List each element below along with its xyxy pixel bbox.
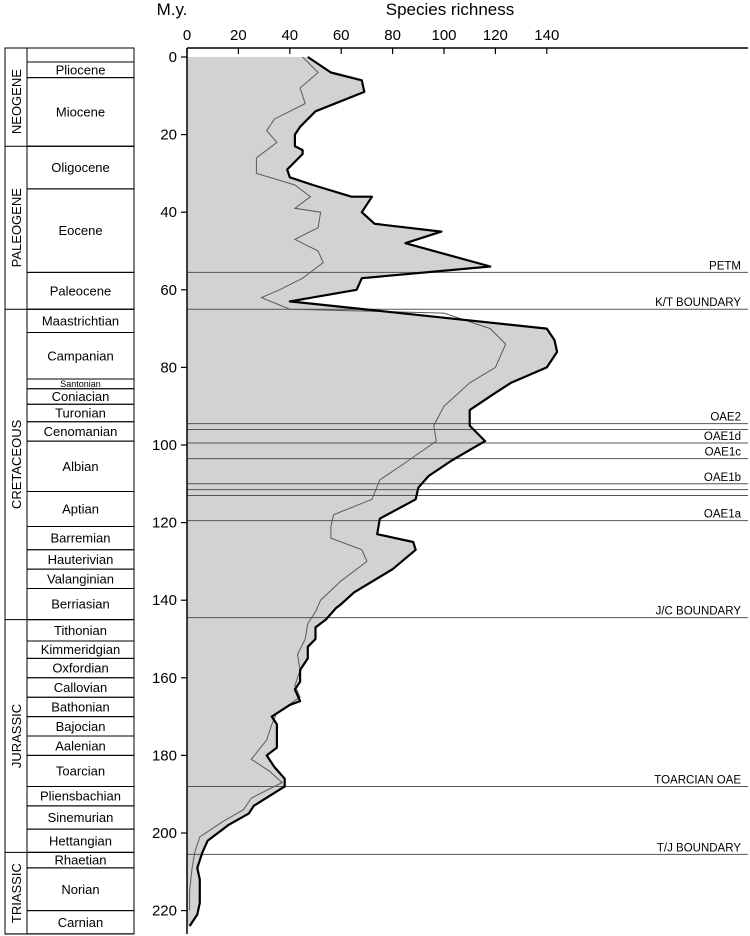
y-tick-label: 120 [152,515,177,532]
stage-label: Aalenian [55,738,106,753]
stage-label: Sinemurian [48,810,114,825]
stage-label: Santonian [60,379,101,389]
stage-label: Miocene [56,104,105,119]
y-tick-label: 20 [160,127,177,144]
x-tick-label: 20 [230,27,247,44]
stage-label: Oligocene [51,160,110,175]
period-label: TRIASSIC [9,863,24,923]
stage-label: Turonian [55,406,106,421]
stage-label: Campanian [47,348,114,363]
event-label: T/J BOUNDARY [657,842,741,854]
stage-label: Albian [62,459,98,474]
geologic-timescale: NEOGENE PALEOGENE CRETACEOUS JURASSIC TRIASS… [4,47,135,935]
y-tick-label: 180 [152,747,177,764]
stage-label: Bajocian [56,719,106,734]
stage-label: Maastrichtian [42,313,119,328]
x-axis-label: Species richness [386,0,515,19]
stage-label: Barremian [51,531,111,546]
stage-label: Cenomanian [44,424,118,439]
inner-richness-line [189,56,507,911]
stage-label: Carnian [58,915,104,930]
y-tick-label: 0 [169,49,177,66]
x-tick-label: 40 [281,27,298,44]
event-label: OAE1d [704,431,741,443]
period-label: PALEOGENE [9,188,24,268]
event-label: TOARCIAN OAE [654,774,741,786]
stage-label: Aptian [62,502,99,517]
stage-label: Bathonian [51,699,110,714]
period-label: JURASSIC [9,704,24,768]
stage-label: Toarcian [56,763,105,778]
stage-label: Tithonian [54,623,107,638]
stage-label: Eocene [58,223,102,238]
y-tick-label: 40 [160,204,177,221]
event-label: PETM [709,260,741,272]
event-label: OAE1a [704,509,742,521]
x-tick-label: 0 [183,27,191,44]
y-tick-label: 160 [152,670,177,687]
x-tick-label: 80 [384,27,401,44]
event-label: OAE1b [704,472,741,484]
stage-label: Callovian [54,680,107,695]
stage-label: Paleocene [50,283,111,298]
stage-label: Norian [61,882,99,897]
event-label: K/T BOUNDARY [655,297,741,309]
event-label: J/C BOUNDARY [656,606,742,618]
axes: 0 20 40 60 80 100 120 140 0 20 40 60 80 100 120 140 160 1… [152,27,748,934]
y-tick-label: 140 [152,592,177,609]
period-label: CRETACEOUS [9,419,24,509]
x-tick-label: 100 [431,27,456,44]
stage-label: Coniacian [52,389,110,404]
y-tick-label: 80 [160,359,177,376]
y-tick-label: 200 [152,825,177,842]
y-tick-label: 60 [160,282,177,299]
x-tick-label: 140 [534,27,559,44]
stage-label: Valanginian [47,571,114,586]
y-axis-label: M.y. [157,0,188,19]
period-label: NEOGENE [9,69,24,134]
event-label: OAE2 [710,412,741,424]
stage-label: Berriasian [51,597,110,612]
event-label: OAE1c [705,447,742,459]
stage-label: Pliocene [56,62,106,77]
stage-label: Rhaetian [54,853,106,868]
y-tick-label: 220 [152,903,177,920]
stage-label: Kimmeridgian [41,642,120,657]
stage-label: Hettangian [49,833,112,848]
x-tick-label: 120 [483,27,508,44]
total-richness-line [188,56,559,927]
stage-label: Pliensbachian [40,789,121,804]
stage-label: Hauterivian [48,552,114,567]
richness-area-fill [187,57,558,927]
plot-area: PETM K/T BOUNDARY OAE2 OAE1d OAE1c OAE1b OAE1a… [187,56,748,927]
x-tick-label: 60 [333,27,350,44]
y-tick-label: 100 [152,437,177,454]
stage-label: Oxfordian [52,661,108,676]
